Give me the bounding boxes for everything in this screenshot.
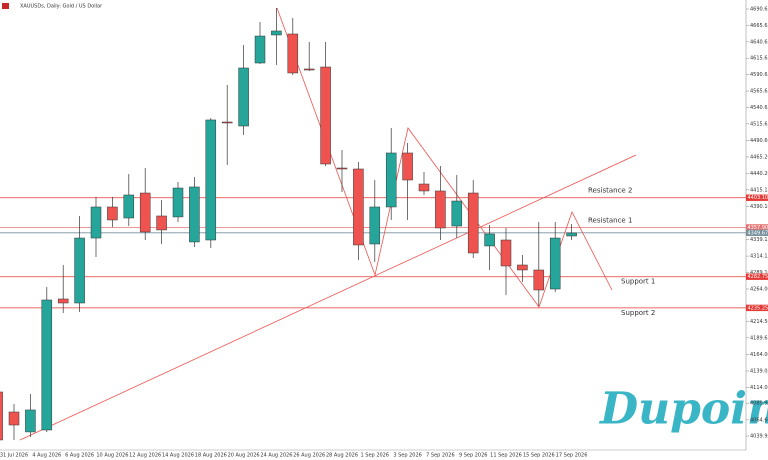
candle-body: [41, 299, 53, 431]
x-tick-label: 11 Sep 2026: [490, 453, 522, 459]
level-name: Support 2: [621, 309, 655, 317]
x-tick-label: 17 Sep 2026: [556, 453, 588, 459]
chart-title: XAUUSDs, Daily: Gold / US Dollar: [20, 4, 103, 10]
y-tick-label: 4590.65: [750, 72, 768, 78]
y-tick-label: 4064.60: [750, 417, 768, 423]
candle-body: [369, 206, 381, 245]
level-name: Support 1: [621, 278, 655, 286]
candle-body: [123, 194, 135, 219]
candle-body: [566, 232, 577, 237]
y-tick-label: 4465.20: [750, 154, 768, 160]
candle-body: [533, 269, 545, 291]
x-tick-label: 31 Jul 2026: [0, 453, 28, 459]
candle-body: [107, 206, 118, 221]
candle-body: [139, 192, 151, 233]
y-tick-label: 4415.15: [750, 187, 768, 193]
x-tick-label: 1 Sep 2026: [361, 453, 390, 459]
level-price-box: [746, 273, 768, 280]
y-tick-label: 4039.95: [750, 434, 768, 440]
level-price-label: 4403.10: [748, 195, 768, 201]
y-tick-label: 4339.15: [750, 237, 768, 243]
y-tick-label: 4114.00: [750, 385, 768, 391]
y-tick-label: 4164.00: [750, 352, 768, 358]
candle-body: [467, 192, 479, 254]
y-tick-label: 4540.65: [750, 105, 768, 111]
x-tick-label: 4 Aug 2026: [32, 453, 61, 459]
candle-body: [90, 206, 102, 239]
x-tick-label: 20 Aug 2026: [228, 453, 260, 459]
y-tick-label: 4565.65: [750, 89, 768, 95]
candle-body: [57, 298, 69, 304]
level-price-box: [746, 229, 768, 236]
candle-body: [172, 187, 184, 218]
y-tick-label: 4314.15: [750, 254, 768, 260]
y-tick-label: 4515.65: [750, 121, 768, 127]
y-tick-label: 4640.65: [750, 39, 768, 45]
watermark: Dupoin: [598, 384, 768, 435]
candle-body: [517, 264, 528, 271]
candle-body: [320, 66, 331, 165]
candle-body: [287, 33, 299, 74]
y-tick-label: 4690.65: [750, 7, 768, 13]
x-tick-label: 12 Aug 2026: [129, 453, 161, 459]
x-tick-label: 28 Aug 2026: [326, 453, 358, 459]
symbol-icon: [2, 3, 9, 9]
trend-line: [19, 154, 637, 441]
candle-body: [205, 119, 217, 241]
x-tick-label: 26 Aug 2026: [293, 453, 325, 459]
level-price-label: 4349.67: [748, 230, 768, 236]
y-tick-label: 4189.65: [750, 335, 768, 341]
level-name: Resistance 1: [588, 216, 632, 224]
candle-body: [8, 411, 20, 426]
x-tick-label: 18 Aug 2026: [195, 453, 227, 459]
x-tick-label: 3 Sep 2026: [393, 453, 422, 459]
y-tick-label: 4440.20: [750, 171, 768, 177]
candle-body: [402, 152, 413, 181]
y-tick-label: 4615.65: [750, 56, 768, 62]
level-price-label: 4235.25: [748, 305, 768, 311]
candle-body: [451, 200, 463, 227]
y-tick-label: 4214.50: [750, 319, 768, 325]
level-name: Resistance 2: [588, 187, 632, 195]
candle-body: [418, 183, 430, 192]
x-tick-label: 9 Sep 2026: [459, 453, 488, 459]
candle-body: [156, 215, 167, 231]
candle-body: [254, 35, 266, 64]
x-tick-label: 14 Aug 2026: [162, 453, 194, 459]
level-price-label: 4357.90: [748, 225, 768, 231]
y-tick-label: 4264.00: [750, 287, 768, 293]
x-tick-label: 24 Aug 2026: [260, 453, 292, 459]
candle-body: [74, 237, 85, 304]
y-tick-label: 4490.60: [750, 138, 768, 144]
candle-body: [0, 391, 3, 441]
candle-body: [435, 190, 446, 229]
level-price-label: 4282.75: [748, 274, 768, 280]
x-tick-label: 7 Sep 2026: [426, 453, 455, 459]
x-tick-label: 6 Aug 2026: [65, 453, 94, 459]
candle-body: [238, 67, 249, 127]
candle-body: [189, 186, 200, 243]
candle-body: [271, 30, 282, 36]
candle-body: [500, 239, 512, 267]
candle-body: [303, 68, 315, 71]
level-price-box: [746, 224, 768, 231]
x-tick-label: 10 Aug 2026: [96, 453, 128, 459]
y-tick-label: 4665.65: [750, 23, 768, 29]
y-tick-label: 4139.05: [750, 369, 768, 375]
y-tick-label: 4289.10: [750, 270, 768, 276]
candle-body: [336, 167, 348, 170]
level-price-box: [746, 304, 768, 312]
candle-body: [549, 237, 561, 290]
y-tick-label: 4089.95: [750, 401, 768, 407]
candle-body: [221, 121, 233, 124]
x-tick-label: 15 Sep 2026: [523, 453, 555, 459]
candle-body: [385, 152, 397, 208]
candle-body: [25, 409, 36, 433]
level-price-box: [746, 194, 768, 201]
candle-body: [353, 168, 364, 246]
candle-body: [484, 233, 495, 247]
y-tick-label: 4390.10: [750, 204, 768, 210]
